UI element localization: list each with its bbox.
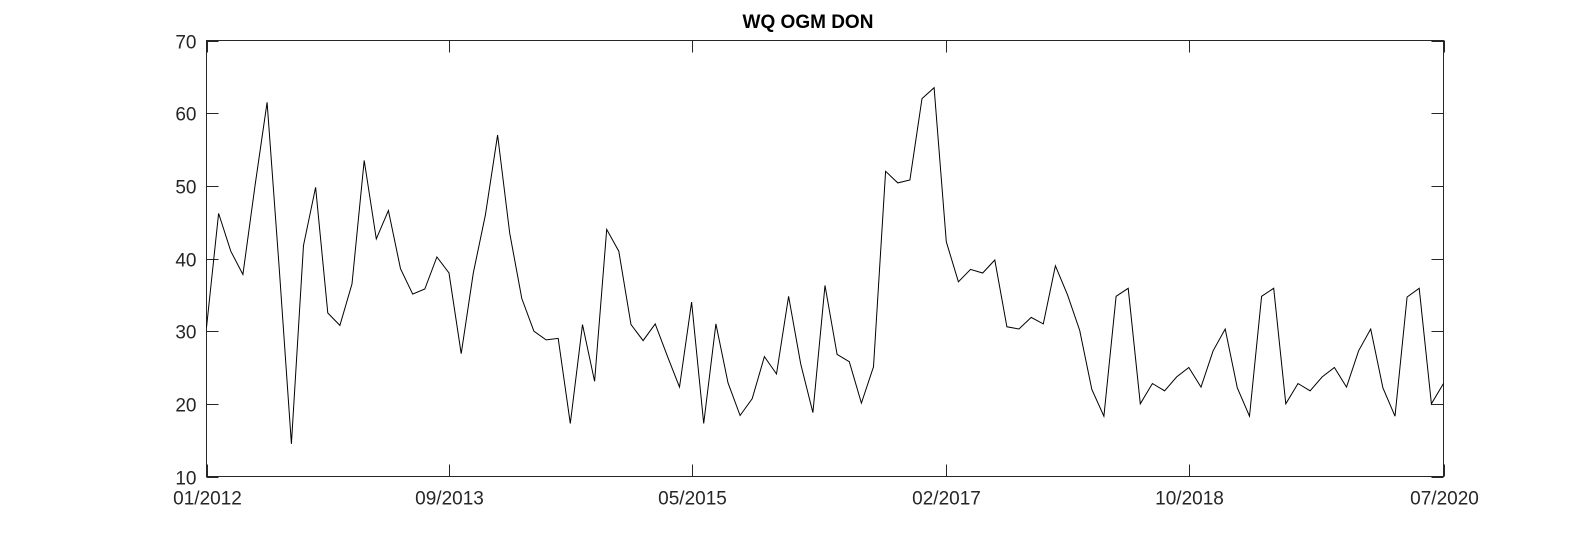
x-tick-label: 02/2017 [912, 489, 981, 510]
plot-area-box [206, 40, 1444, 477]
x-tick-label: 01/2012 [173, 489, 242, 510]
x-axis: 01/2012 09/2013 05/2015 02/2017 10/2018 07/20… [173, 40, 1479, 510]
y-tick-label: 70 [175, 33, 196, 54]
x-tick-label: 10/2018 [1155, 489, 1224, 510]
y-tick-label: 50 [175, 178, 196, 199]
x-tick-label: 05/2015 [658, 489, 727, 510]
x-tick-label: 07/2020 [1410, 489, 1479, 510]
chart-title: WQ OGM DON [743, 12, 874, 33]
y-tick-label: 20 [175, 396, 196, 417]
series-group [206, 86, 1444, 444]
y-tick-label: 60 [175, 105, 196, 126]
y-tick-label: 40 [175, 251, 196, 272]
y-tick-label: 30 [175, 323, 196, 344]
y-tick-label: 10 [175, 469, 196, 490]
x-tick-label: 09/2013 [415, 489, 484, 510]
series-line [206, 86, 1444, 444]
y-axis: 10 20 30 40 50 60 70 [175, 33, 1444, 490]
